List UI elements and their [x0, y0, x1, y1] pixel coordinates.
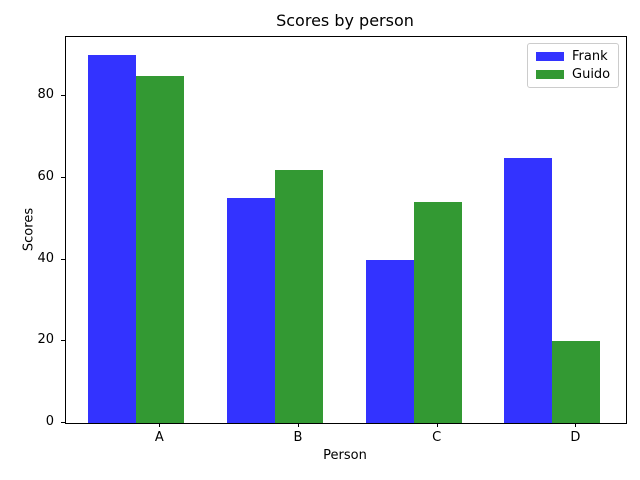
x-tick-label-B: B — [293, 430, 303, 445]
y-axis-label: Scores — [21, 207, 37, 252]
legend-label-guido: Guido — [572, 67, 611, 82]
legend-label-frank: Frank — [572, 49, 608, 64]
y-tick-mark-20 — [61, 340, 65, 342]
y-tick-mark-40 — [61, 258, 65, 260]
x-tick-mark-B — [298, 423, 299, 427]
legend: Frank Guido — [527, 43, 619, 88]
y-tick-label-60: 60 — [37, 168, 54, 184]
chart-title: Scores by person — [276, 11, 414, 30]
plot-area — [65, 36, 627, 424]
x-tick-mark-A — [159, 423, 161, 427]
bar-frank-A — [88, 55, 137, 423]
legend-swatch-frank — [536, 52, 564, 61]
y-tick-label-20: 20 — [37, 332, 54, 348]
bar-frank-B — [227, 198, 275, 423]
legend-entry-guido: Guido — [536, 68, 610, 81]
x-axis-label: Person — [323, 448, 367, 463]
x-tick-label-C: C — [432, 430, 442, 445]
x-tick-mark-D — [575, 423, 577, 427]
bar-guido-A — [136, 75, 185, 423]
y-tick-label-0: 0 — [45, 414, 54, 429]
x-tick-label-D: D — [570, 430, 581, 445]
bar-guido-C — [413, 202, 462, 423]
y-tick-mark-60 — [61, 176, 65, 178]
y-tick-label-40: 40 — [37, 250, 54, 266]
y-tick-label-80: 80 — [37, 87, 54, 103]
y-tick-mark-0 — [61, 422, 65, 423]
y-tick-mark-80 — [61, 95, 65, 97]
legend-swatch-guido — [536, 70, 564, 79]
x-tick-label-A: A — [154, 430, 164, 445]
legend-entry-frank: Frank — [536, 50, 610, 63]
x-tick-mark-C — [436, 423, 438, 427]
bar-frank-C — [365, 259, 414, 423]
bar-guido-D — [552, 341, 601, 423]
bar-frank-D — [504, 157, 553, 423]
bar-guido-B — [275, 169, 323, 423]
